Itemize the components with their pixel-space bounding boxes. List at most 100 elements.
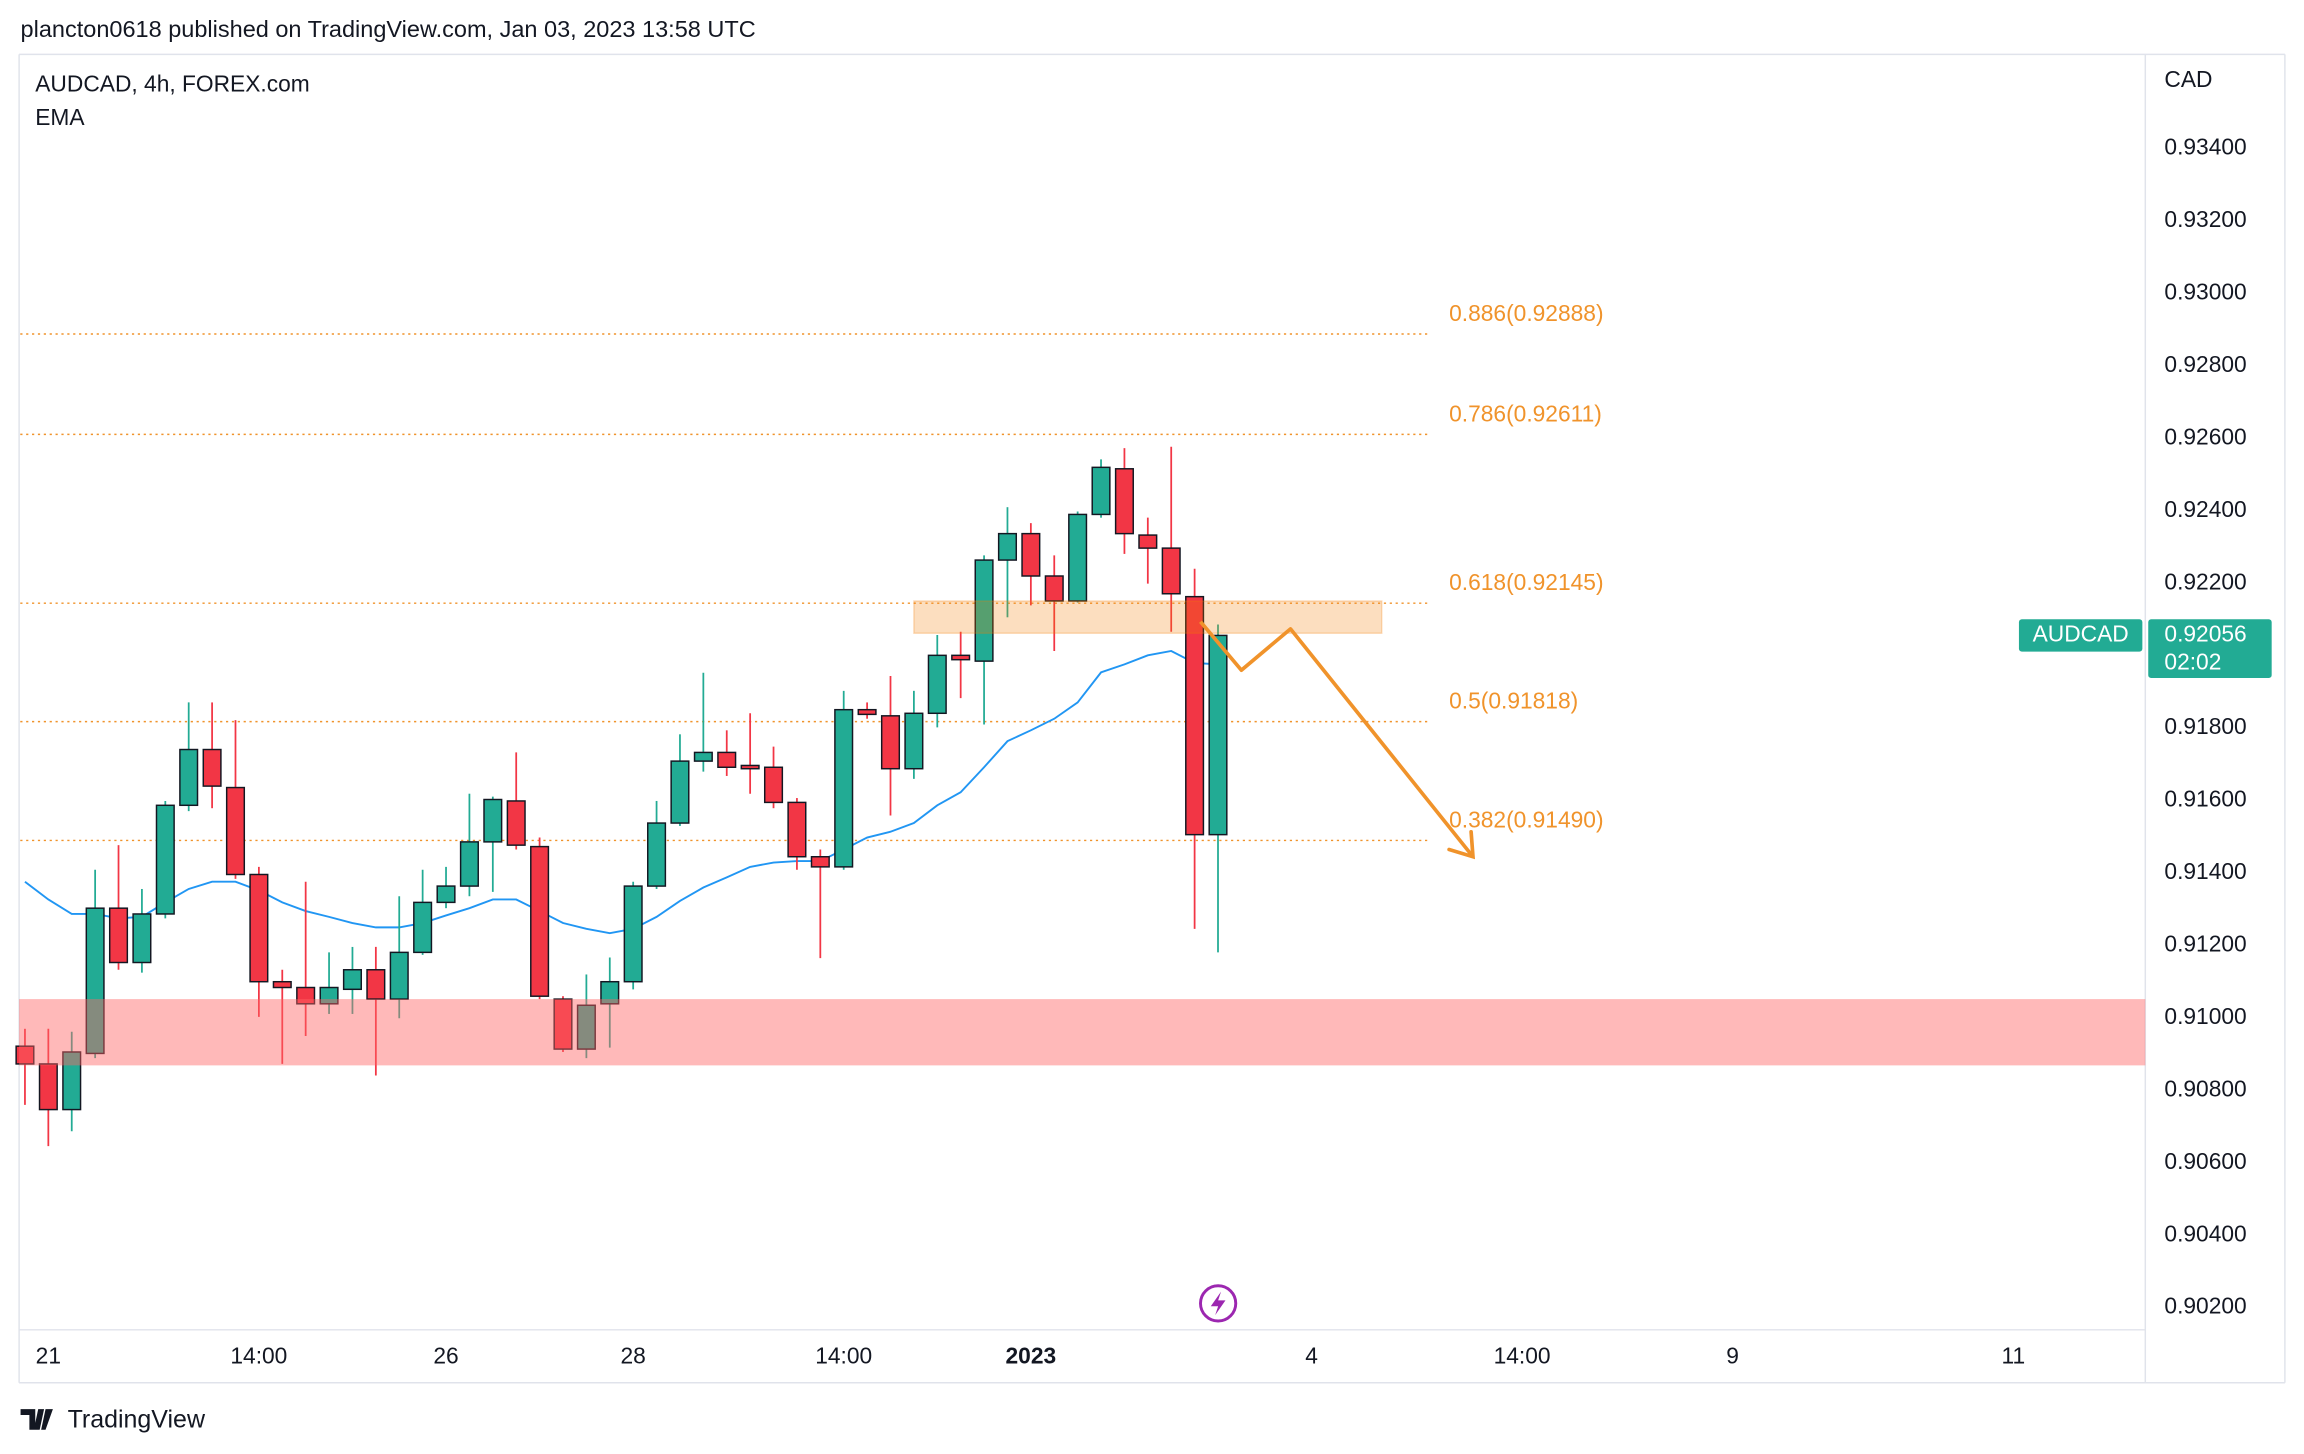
candle-body xyxy=(647,822,667,887)
candle-body xyxy=(1068,513,1088,602)
candle xyxy=(62,1031,82,1132)
candle xyxy=(155,800,175,919)
candle xyxy=(1114,448,1134,554)
zone xyxy=(913,600,1383,634)
candle-body xyxy=(319,986,339,1005)
candle xyxy=(740,713,760,794)
candle-body xyxy=(342,969,363,991)
candle xyxy=(366,946,386,1076)
last-price-label: 0.92056 xyxy=(2164,620,2246,646)
projection-path xyxy=(1199,620,1475,858)
candle xyxy=(389,896,409,1019)
candle xyxy=(1021,523,1041,606)
candle-body xyxy=(85,907,105,1055)
candle xyxy=(272,969,292,1064)
candle xyxy=(553,996,573,1052)
y-tick-label: 0.91800 xyxy=(2164,713,2246,739)
symbol-legend: AUDCAD, 4h, FOREX.com xyxy=(35,70,310,96)
y-tick-label: 0.90800 xyxy=(2164,1075,2246,1101)
candle-body xyxy=(997,532,1018,561)
candle-body xyxy=(1091,466,1111,516)
fib-level-label: 0.5(0.91818) xyxy=(1449,688,1578,714)
candle-body xyxy=(787,801,807,858)
candle-body xyxy=(740,764,760,770)
candle-body xyxy=(763,766,784,804)
candle xyxy=(132,888,152,973)
x-tick-label: 2023 xyxy=(1006,1343,1057,1369)
candle-body xyxy=(1021,532,1041,577)
candle-body xyxy=(623,885,643,983)
candle-body xyxy=(553,998,573,1050)
candle-body xyxy=(15,1045,35,1065)
x-tick-label: 4 xyxy=(1305,1343,1318,1369)
candle-body xyxy=(670,760,690,824)
candle xyxy=(717,730,737,776)
candle xyxy=(249,866,269,1017)
y-tick-label: 0.93000 xyxy=(2164,278,2246,304)
candle xyxy=(600,957,620,1048)
y-tick-label: 0.91400 xyxy=(2164,858,2246,884)
candle-body xyxy=(202,748,222,787)
candle xyxy=(693,672,713,772)
y-tick-label: 0.92600 xyxy=(2164,423,2246,449)
brand-logo xyxy=(20,1409,53,1430)
ema-line xyxy=(24,649,1219,935)
x-tick-label: 9 xyxy=(1726,1343,1739,1369)
candle xyxy=(413,869,433,955)
candle xyxy=(319,952,339,1014)
candle xyxy=(1044,555,1064,651)
y-tick-label: 0.90600 xyxy=(2164,1148,2246,1174)
candle-body xyxy=(530,845,550,997)
candle xyxy=(904,690,924,779)
candle xyxy=(647,800,667,889)
candle xyxy=(576,974,596,1059)
candle-body xyxy=(880,715,901,770)
candle-body xyxy=(179,748,199,807)
x-tick-label: 14:00 xyxy=(230,1343,287,1369)
x-tick-label: 28 xyxy=(621,1343,646,1369)
fib-level-label: 0.786(0.92611) xyxy=(1449,400,1602,426)
candle xyxy=(670,734,690,826)
candle-body xyxy=(834,708,854,868)
candle-body xyxy=(1138,534,1158,549)
candle xyxy=(459,793,479,897)
price-axis-unit: CAD xyxy=(2164,66,2212,92)
y-tick-label: 0.93200 xyxy=(2164,206,2246,232)
candle-body xyxy=(1114,468,1134,535)
candle-body xyxy=(62,1051,82,1111)
x-tick-label: 26 xyxy=(433,1343,458,1369)
candle xyxy=(1185,568,1205,929)
candle-body xyxy=(810,856,830,868)
indicator-legend: EMA xyxy=(35,104,85,130)
candle-body xyxy=(576,1004,596,1050)
lightning-icon[interactable] xyxy=(1199,1284,1238,1323)
candle xyxy=(834,690,854,870)
y-tick-label: 0.91200 xyxy=(2164,931,2246,957)
candle xyxy=(179,702,199,812)
candle-body xyxy=(693,751,713,762)
candle-body xyxy=(904,712,924,770)
icon-bolt xyxy=(1210,1291,1226,1316)
candle xyxy=(296,881,316,1037)
candle-body xyxy=(857,708,877,716)
candle xyxy=(1161,446,1181,632)
candle-body xyxy=(155,804,175,915)
candle xyxy=(38,1028,58,1147)
y-tick-label: 0.92800 xyxy=(2164,351,2246,377)
candle xyxy=(623,881,643,990)
icon-circle xyxy=(1199,1284,1238,1323)
candle-body xyxy=(132,913,152,964)
publish-info: plancton0618 published on TradingView.co… xyxy=(21,16,756,42)
x-tick-label: 14:00 xyxy=(1494,1343,1551,1369)
candle xyxy=(763,746,784,809)
candle xyxy=(15,1028,35,1105)
x-tick-label: 11 xyxy=(2002,1343,2026,1369)
candle-body xyxy=(1044,575,1064,602)
symbol-tag xyxy=(2018,619,2143,652)
candle xyxy=(436,866,456,909)
countdown-label: 02:02 xyxy=(2164,648,2221,674)
candle xyxy=(225,720,246,879)
candle-body xyxy=(366,969,386,1000)
candle xyxy=(880,675,901,816)
